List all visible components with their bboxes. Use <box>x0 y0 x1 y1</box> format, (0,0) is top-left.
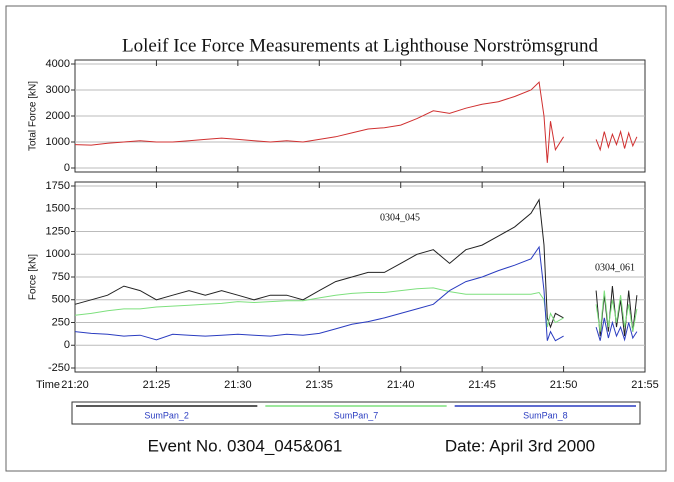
y-tick-label: 1750 <box>46 180 70 192</box>
y-axis-label: Total Force [kN] <box>28 81 39 151</box>
legend <box>71 401 641 425</box>
x-tick-label: 21:25 <box>143 379 171 391</box>
y-tick-label: 1000 <box>46 136 70 148</box>
y-tick-label: 1250 <box>46 225 70 237</box>
series-line <box>74 81 638 163</box>
x-tick-label: 21:40 <box>387 379 415 391</box>
y-tick-label: 1500 <box>46 203 70 215</box>
footer-event: Event No. 0304_045&061 <box>148 436 343 455</box>
x-tick-label: 21:35 <box>306 379 334 391</box>
annotation: 0304_061 <box>595 262 635 273</box>
y-tick-label: 2000 <box>46 110 70 122</box>
y-tick-label: 250 <box>52 316 70 328</box>
x-tick-label: 21:30 <box>224 379 252 391</box>
y-tick-label: 750 <box>52 271 70 283</box>
y-tick-label: -250 <box>48 362 70 374</box>
chart-title: Loleif Ice Force Measurements at Lightho… <box>122 35 598 56</box>
y-axis-label: Force [kN] <box>28 254 39 300</box>
legend-label: SumPan_7 <box>334 410 379 420</box>
x-tick-label: 21:50 <box>550 379 578 391</box>
footer-date: Date: April 3rd 2000 <box>445 436 595 455</box>
legend-label: SumPan_2 <box>144 410 189 420</box>
y-tick-label: 3000 <box>46 84 70 96</box>
annotation: 0304_045 <box>380 212 420 223</box>
frame <box>5 5 667 472</box>
x-tick-label: 21:45 <box>468 379 496 391</box>
y-tick-label: 0 <box>64 162 70 174</box>
x-tick-label: 21:55 <box>631 379 659 391</box>
y-tick-label: 500 <box>52 294 70 306</box>
y-tick-label: 0 <box>64 339 70 351</box>
series-line <box>74 245 638 342</box>
x-axis-label: Time <box>36 379 60 391</box>
y-tick-label: 4000 <box>46 58 70 70</box>
x-tick-label: 21:20 <box>61 379 89 391</box>
y-tick-label: 1000 <box>46 248 70 260</box>
legend-label: SumPan_8 <box>523 410 568 420</box>
series-line <box>74 287 638 332</box>
